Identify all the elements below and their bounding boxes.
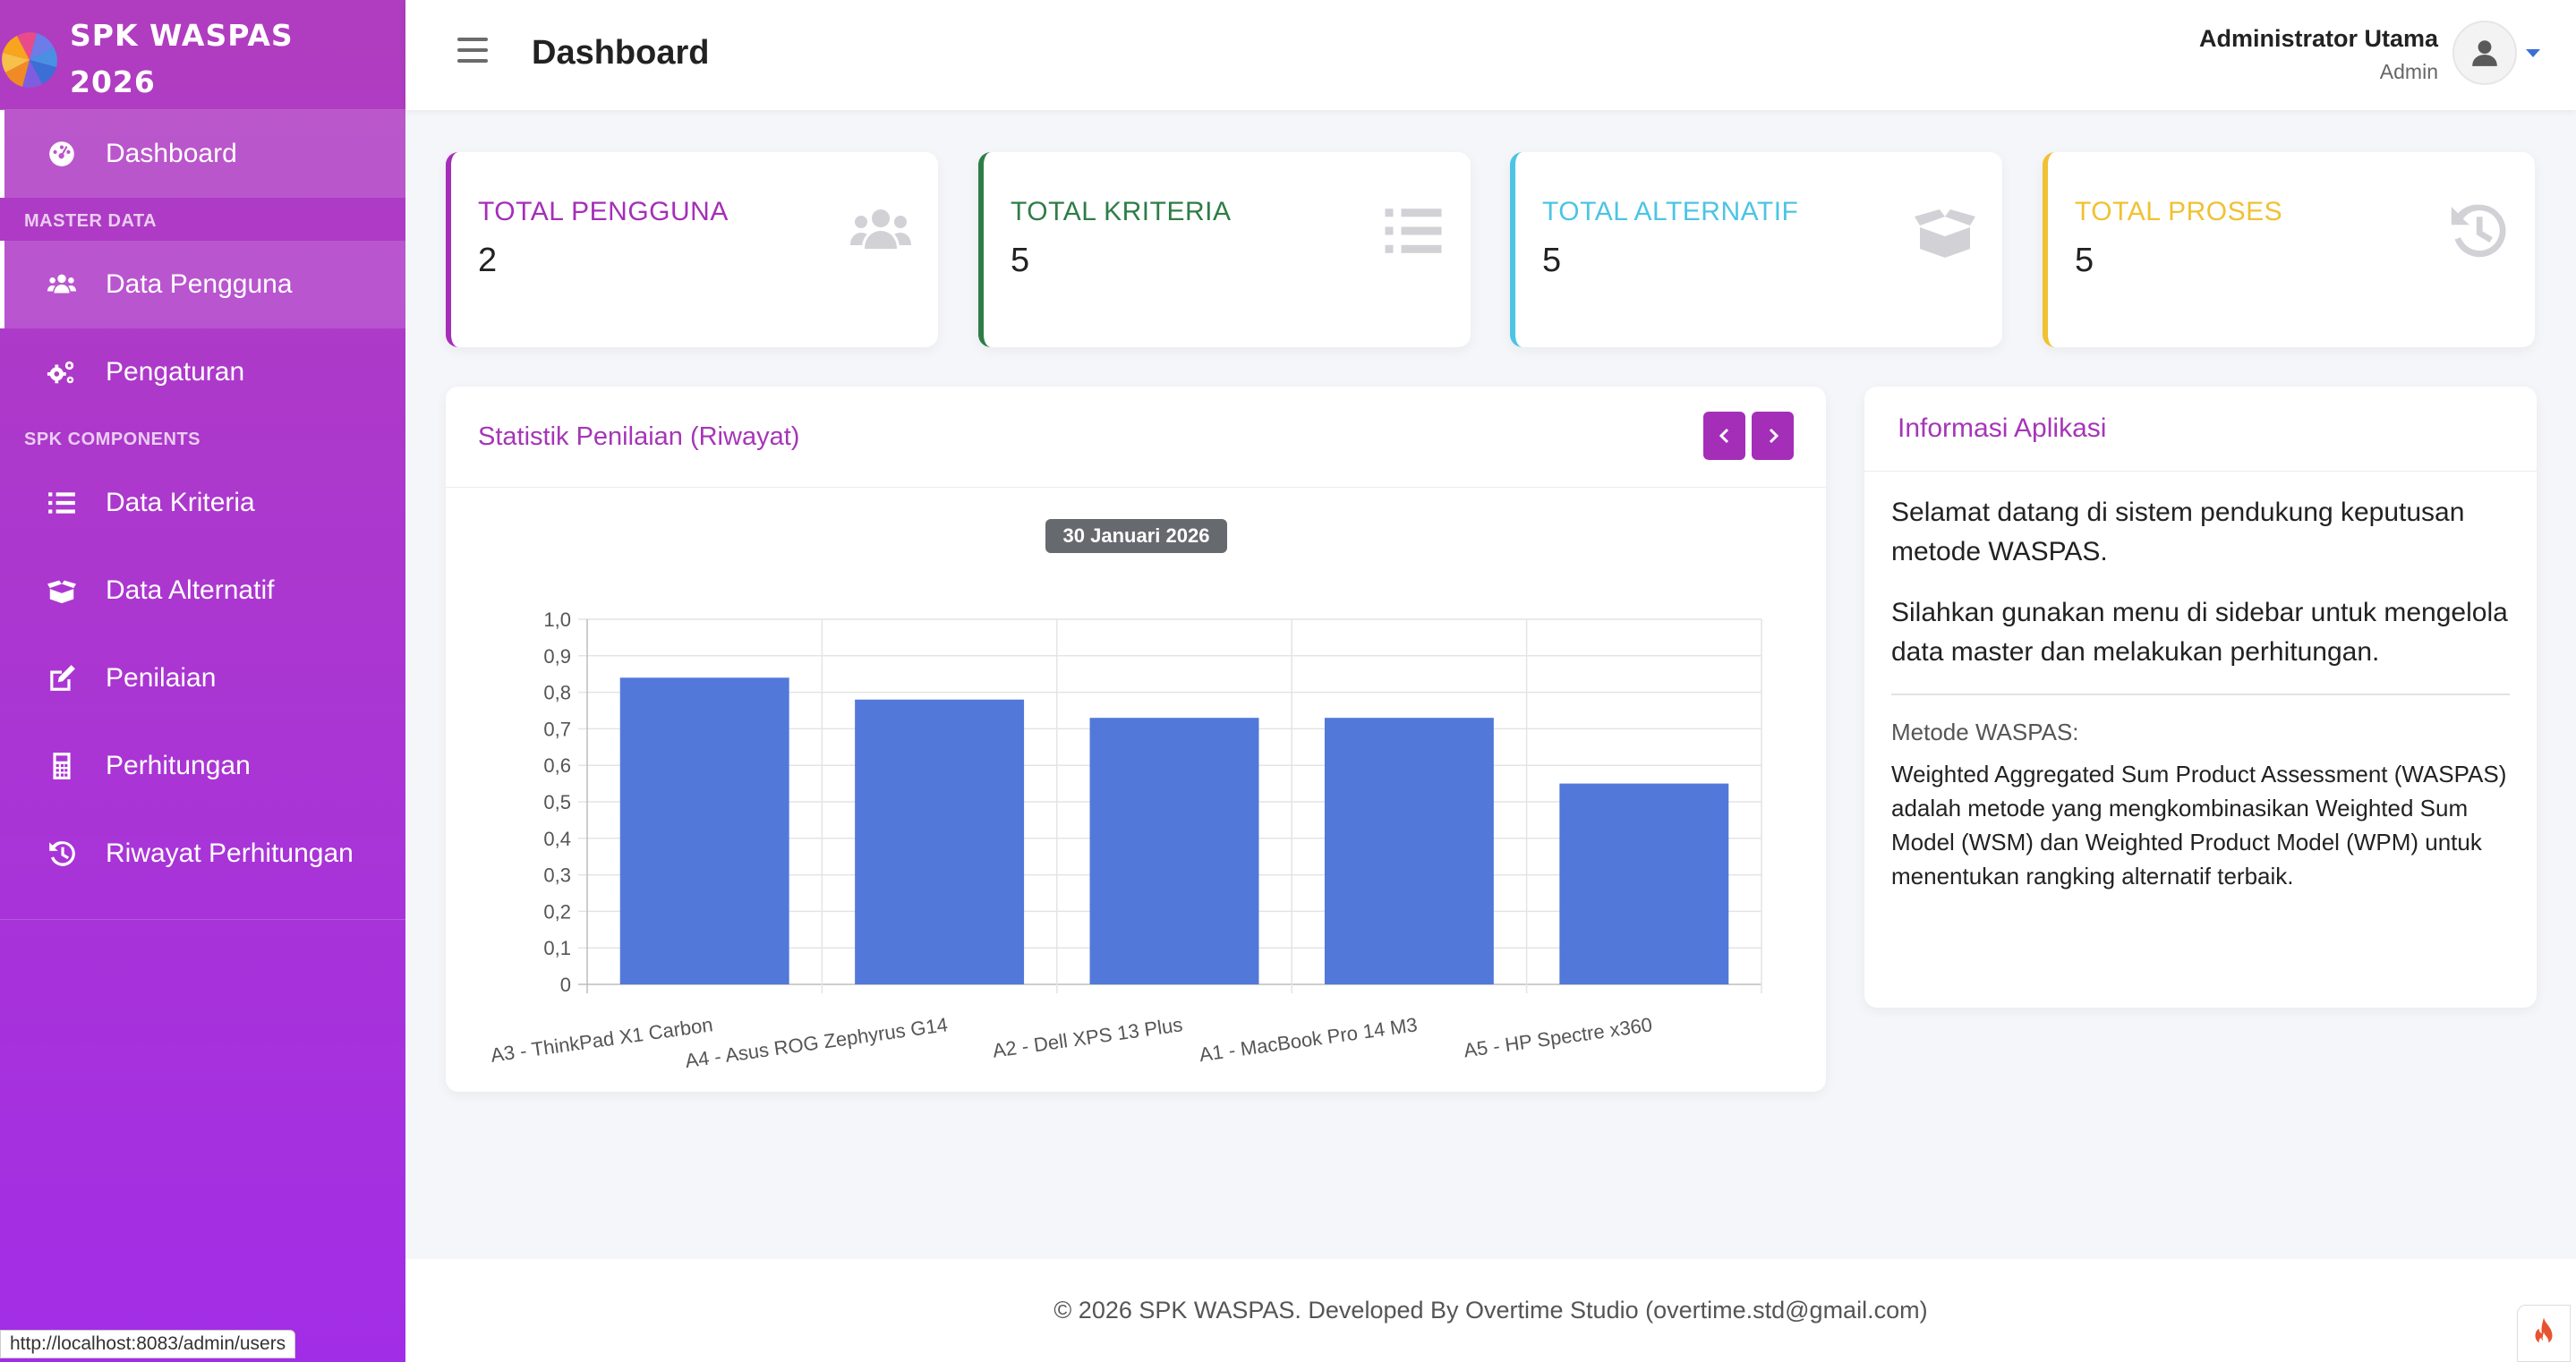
chevron-left-icon [1719, 428, 1728, 444]
user-name: Administrator Utama [2198, 25, 2438, 52]
stat-label: TOTAL ALTERNATIF [1542, 197, 1799, 226]
y-tick-label: 0,1 [543, 937, 571, 959]
stat-card-total-pengguna: TOTAL PENGGUNA 2 [446, 152, 938, 347]
date-badge: 30 Januari 2026 [1045, 519, 1227, 553]
brand-pinwheel-logo [2, 32, 57, 88]
sidebar-item-data-pengguna[interactable]: Data Pengguna [0, 241, 405, 328]
history-icon [2445, 199, 2510, 263]
y-tick-label: 0,4 [543, 828, 571, 850]
topbar: Dashboard Administrator Utama Admin [405, 0, 2576, 110]
cogs-icon [45, 355, 79, 389]
y-tick-label: 0,9 [543, 645, 571, 668]
sidebar-item-label: Perhitungan [106, 751, 251, 780]
footer: © 2026 SPK WASPAS. Developed By Overtime… [405, 1259, 2576, 1362]
sidebar-item-riwayat-perhitungan[interactable]: Riwayat Perhitungan [0, 810, 405, 898]
sidebar-item-label: Data Pengguna [106, 269, 293, 299]
section-master-data: MASTER DATA [24, 211, 158, 231]
chevron-right-icon [1769, 428, 1778, 444]
y-tick-label: 0,6 [543, 754, 571, 777]
box-open-icon [45, 574, 79, 608]
sidebar-divider [0, 919, 405, 920]
info-card: Informasi Aplikasi Selamat datang di sis… [1864, 387, 2537, 1008]
x-tick-label: A2 - Dell XPS 13 Plus [991, 1013, 1183, 1062]
method-label: Metode WASPAS: [1891, 719, 2079, 745]
stat-card-total-kriteria: TOTAL KRITERIA 5 [978, 152, 1471, 347]
stat-label: TOTAL PROSES [2075, 197, 2283, 226]
sidebar-item-label: Riwayat Perhitungan [106, 838, 354, 868]
users-icon [45, 268, 79, 302]
calculator-icon [45, 749, 79, 783]
prev-button[interactable] [1703, 412, 1745, 460]
sidebar-item-label: Data Kriteria [106, 488, 255, 517]
y-tick-label: 0,2 [543, 900, 571, 923]
y-tick-label: 0 [560, 974, 571, 996]
stat-label: TOTAL KRITERIA [1011, 197, 1232, 226]
info-instruction-text: Silahkan gunakan menu di sidebar untuk m… [1891, 598, 2508, 667]
x-tick-label: A4 - Asus ROG Zephyrus G14 [684, 1013, 950, 1072]
sidebar-item-label: Penilaian [106, 663, 217, 693]
brand[interactable]: SPK WASPAS 2026 [0, 0, 405, 110]
chart-title: Statistik Penilaian (Riwayat) [478, 422, 800, 451]
flame-icon[interactable] [2517, 1305, 2571, 1362]
sidebar-item-pengaturan[interactable]: Pengaturan [0, 328, 405, 416]
list-icon [45, 486, 79, 520]
page-title: Dashboard [532, 34, 710, 72]
chart-bar [855, 699, 1025, 984]
tachometer-icon [45, 137, 79, 171]
section-spk-components: SPK COMPONENTS [24, 430, 201, 449]
method-description: Weighted Aggregated Sum Product Assessme… [1891, 761, 2507, 890]
x-tick-label: A5 - HP Spectre x360 [1463, 1013, 1654, 1061]
stat-card-total-alternatif: TOTAL ALTERNATIF 5 [1510, 152, 2002, 347]
stat-card-total-proses: TOTAL PROSES 5 [2043, 152, 2535, 347]
stat-value: 5 [1542, 242, 1562, 279]
sidebar: SPK WASPAS 2026 Dashboard MASTER DATA Da… [0, 0, 405, 1362]
sidebar-item-data-kriteria[interactable]: Data Kriteria [0, 459, 405, 547]
stat-value: 5 [1011, 242, 1030, 279]
stat-value: 2 [478, 242, 498, 279]
user-icon [2472, 40, 2497, 66]
sidebar-item-label: Dashboard [106, 139, 237, 168]
history-icon [45, 837, 79, 871]
info-title: Informasi Aplikasi [1898, 413, 2107, 443]
y-tick-label: 1,0 [543, 609, 571, 631]
chart-card: Statistik Penilaian (Riwayat) 30 Januari… [446, 387, 1826, 1092]
chart-bar [619, 677, 789, 984]
chart-bar [1559, 783, 1729, 984]
sidebar-item-label: Data Alternatif [106, 575, 275, 605]
user-role: Admin [2379, 60, 2438, 83]
chevron-down-icon[interactable] [2526, 48, 2540, 57]
info-welcome-text: Selamat datang di sistem pendukung keput… [1891, 498, 2465, 566]
y-tick-label: 0,7 [543, 718, 571, 740]
chart-bar [1324, 718, 1494, 984]
avatar[interactable] [2452, 21, 2517, 85]
users-icon [849, 199, 913, 263]
edit-icon [45, 661, 79, 695]
y-tick-label: 0,3 [543, 864, 571, 887]
sidebar-item-data-alternatif[interactable]: Data Alternatif [0, 547, 405, 634]
x-tick-label: A3 - ThinkPad X1 Carbon [490, 1013, 714, 1067]
box-open-icon [1913, 199, 1977, 263]
info-divider [1891, 694, 2510, 695]
brand-title: SPK WASPAS 2026 [70, 13, 294, 106]
brand-line1: SPK WASPAS [70, 18, 294, 53]
chart-card-header: Statistik Penilaian (Riwayat) [446, 387, 1826, 488]
sidebar-item-label: Pengaturan [106, 357, 245, 387]
hamburger-menu-icon[interactable] [457, 38, 488, 68]
x-tick-label: A1 - MacBook Pro 14 M3 [1198, 1013, 1419, 1066]
brand-line2: 2026 [70, 64, 156, 99]
sidebar-item-dashboard[interactable]: Dashboard [0, 110, 405, 198]
list-icon [1381, 199, 1446, 263]
bar-chart: 0 0,1 0,2 0,3 0,4 0,5 0,6 0,7 0,8 0,9 1,0 A3 - Thin… [490, 609, 1762, 1072]
info-card-header: Informasi Aplikasi [1864, 387, 2537, 472]
sidebar-item-perhitungan[interactable]: Perhitungan [0, 722, 405, 810]
stat-value: 5 [2075, 242, 2094, 279]
stat-label: TOTAL PENGGUNA [478, 197, 729, 226]
y-tick-label: 0,8 [543, 682, 571, 704]
user-menu[interactable]: Administrator Utama Admin [2199, 20, 2540, 86]
sidebar-item-penilaian[interactable]: Penilaian [0, 634, 405, 722]
chart-bar [1089, 718, 1259, 984]
status-bar-url: http://localhost:8083/admin/users [0, 1330, 296, 1358]
y-tick-label: 0,5 [543, 791, 571, 813]
next-button[interactable] [1752, 412, 1794, 460]
